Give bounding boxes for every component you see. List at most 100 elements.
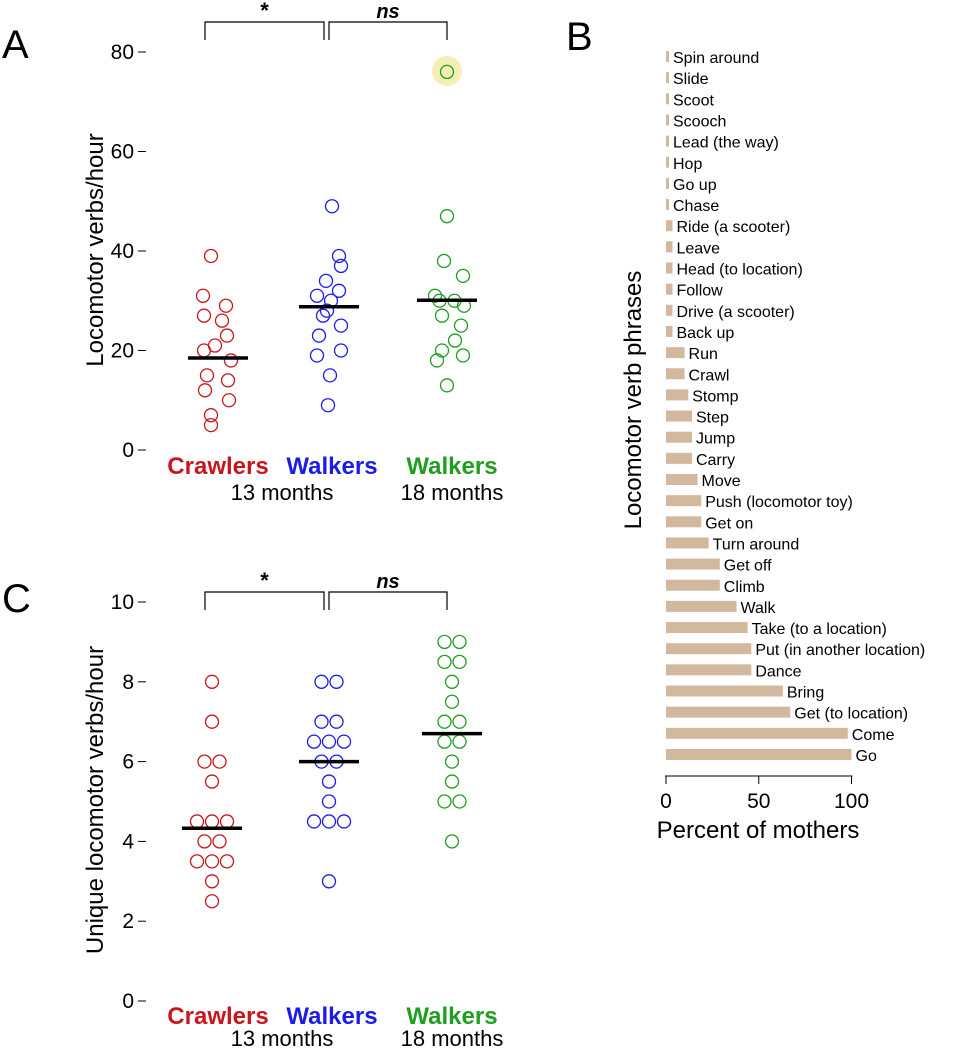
- significance-bracket: [328, 591, 448, 610]
- bar-label: Slide: [673, 71, 709, 88]
- bar: [666, 664, 752, 676]
- data-points: [195, 64, 472, 433]
- bar: [666, 325, 673, 337]
- data-point: [309, 288, 325, 303]
- panel-a-scatter-chart: Locomotor verbs/hour 0 20 40 60 80 * ns Crawl…: [82, 0, 503, 505]
- group-label-crawlers: Crawlers: [167, 1003, 268, 1030]
- bar: [666, 304, 673, 316]
- significance-label-ns: ns: [376, 571, 399, 593]
- data-points: [189, 634, 467, 909]
- data-point: [203, 417, 219, 433]
- bar-label: Climb: [724, 579, 765, 596]
- significance-brackets: * ns: [204, 0, 448, 40]
- significance-label-star: *: [260, 0, 269, 23]
- bar-label: Drive (a scooter): [676, 304, 794, 321]
- data-point: [212, 834, 227, 849]
- bars: Spin around Slide Scoot Scooch Lead (the way…: [666, 50, 925, 765]
- data-point: [429, 353, 445, 368]
- data-point: [214, 313, 230, 328]
- bar: [666, 51, 669, 62]
- data-point: [455, 348, 471, 363]
- significance-bracket: [204, 591, 325, 610]
- bar: [666, 579, 720, 591]
- bar: [666, 431, 692, 443]
- bar-label: Scoot: [673, 92, 714, 109]
- bar-label: Get on: [705, 515, 753, 532]
- x-axis-title: Percent of mothers: [657, 817, 860, 844]
- data-point: [453, 318, 469, 333]
- y-axis-title: Locomotor verb phrases: [620, 271, 647, 530]
- data-point: [219, 854, 235, 869]
- bar: [666, 114, 669, 126]
- data-point: [444, 694, 460, 709]
- y-tick-label: 40: [111, 240, 134, 263]
- bar: [666, 410, 692, 422]
- data-point: [189, 854, 205, 869]
- bar-label: Carry: [696, 452, 735, 469]
- y-tick-label: 10: [111, 591, 134, 614]
- data-point: [196, 343, 212, 358]
- data-point: [319, 303, 335, 318]
- data-point: [329, 674, 344, 689]
- bar: [666, 727, 848, 739]
- data-point: [314, 714, 329, 729]
- significance-brackets: * ns: [204, 568, 448, 610]
- data-point: [320, 398, 336, 413]
- bar-label: Come: [852, 727, 895, 744]
- bar-label: Chase: [673, 198, 719, 215]
- x-tick-label: 100: [834, 790, 869, 813]
- y-axis-title: Locomotor verbs/hour: [82, 133, 109, 366]
- data-point: [333, 258, 349, 274]
- x-axis: 0 50 100: [660, 775, 869, 813]
- bar: [666, 93, 669, 105]
- data-point: [223, 353, 239, 368]
- data-point: [315, 308, 331, 323]
- data-point: [212, 754, 227, 769]
- bar-label: Get (to location): [794, 706, 908, 723]
- data-point: [321, 814, 337, 829]
- group-label-walkers-13: Walkers: [286, 453, 377, 480]
- bar: [666, 452, 692, 464]
- panel-label-a: A: [2, 23, 29, 67]
- data-point: [219, 814, 235, 829]
- data-point: [204, 714, 220, 729]
- y-tick-label: 6: [122, 751, 134, 774]
- data-point: [204, 854, 220, 869]
- bar-label: Follow: [676, 283, 723, 300]
- data-point: [452, 654, 467, 669]
- data-point: [321, 874, 337, 889]
- bar-label: Dance: [755, 663, 801, 680]
- data-point: [436, 253, 452, 269]
- panel-label-c: C: [2, 577, 31, 621]
- x-tick-label: 50: [747, 790, 770, 813]
- bar: [666, 199, 669, 211]
- data-point: [199, 368, 215, 383]
- bar-label: Stomp: [692, 388, 738, 405]
- bar: [666, 748, 852, 760]
- data-point: [204, 814, 220, 829]
- data-point: [452, 634, 467, 650]
- bar: [666, 241, 673, 253]
- data-point: [204, 874, 220, 889]
- data-point: [439, 64, 455, 80]
- data-point: [439, 209, 455, 224]
- y-tick-label: 2: [122, 910, 134, 933]
- bar: [666, 283, 673, 295]
- y-tick-label: 8: [122, 671, 134, 694]
- bar-label: Head (to location): [676, 262, 802, 279]
- y-axis: 0 20 40 60 80: [111, 41, 146, 462]
- group-label-walkers-13: Walkers: [286, 1003, 377, 1030]
- data-point: [437, 714, 452, 729]
- bar: [666, 262, 673, 274]
- data-point: [221, 393, 237, 408]
- data-point: [437, 734, 452, 749]
- bar: [666, 368, 685, 380]
- bar-label: Step: [696, 410, 729, 427]
- data-point: [434, 343, 450, 358]
- data-point: [322, 368, 338, 383]
- data-point: [452, 794, 467, 809]
- bar: [666, 685, 783, 697]
- bar: [666, 389, 689, 401]
- bar-label: Get off: [724, 558, 772, 575]
